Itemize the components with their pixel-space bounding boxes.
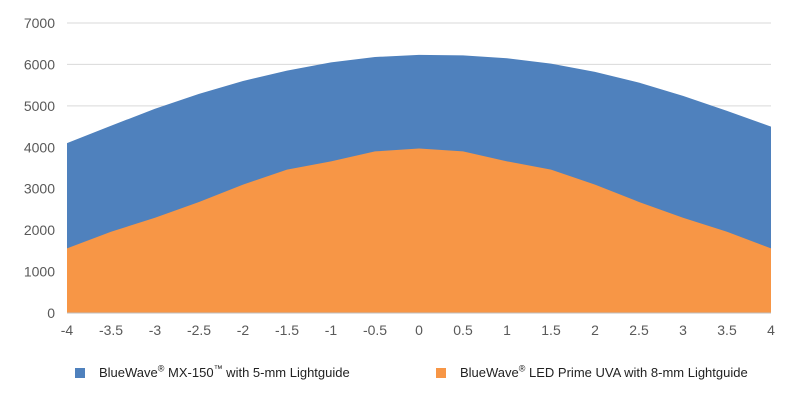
x-tick-label-6: -1 — [325, 322, 338, 338]
legend-swatch-series-2 — [436, 367, 446, 378]
x-tick-label-11: 1.5 — [541, 322, 561, 338]
x-tick-label-1: -3.5 — [99, 322, 123, 338]
x-tick-labels: -4 -3.5 -3 -2.5 -2 -1.5 -1 -0.5 0 0.5 1 1.5 2 2.5 3 3.5… — [61, 322, 775, 338]
x-tick-label-13: 2.5 — [629, 322, 649, 338]
y-tick-label-1: 1000 — [24, 264, 55, 280]
x-tick-label-15: 3.5 — [717, 322, 737, 338]
x-tick-label-4: -2 — [237, 322, 250, 338]
x-tick-label-12: 2 — [591, 322, 599, 338]
legend-swatch-series-1 — [75, 367, 85, 378]
x-tick-label-2: -3 — [149, 322, 162, 338]
x-tick-label-5: -1.5 — [275, 322, 299, 338]
x-tick-label-0: -4 — [61, 322, 74, 338]
legend-item-series-1: BlueWave® MX-150™ with 5-mm Lightguide — [75, 363, 350, 380]
x-tick-label-8: 0 — [415, 322, 423, 338]
y-tick-label-3: 3000 — [24, 181, 55, 197]
legend-label-series-1: BlueWave® MX-150™ with 5-mm Lightguide — [99, 363, 350, 380]
x-tick-label-3: -2.5 — [187, 322, 211, 338]
x-tick-label-16: 4 — [767, 322, 775, 338]
y-tick-label-0: 0 — [47, 305, 55, 321]
legend-label-series-2: BlueWave® LED Prime UVA with 8-mm Lightg… — [460, 363, 748, 380]
y-tick-label-6: 6000 — [24, 56, 55, 72]
y-tick-label-2: 2000 — [24, 222, 55, 238]
x-tick-label-7: -0.5 — [363, 322, 387, 338]
x-tick-label-14: 3 — [679, 322, 687, 338]
y-tick-label-5: 5000 — [24, 98, 55, 114]
y-tick-label-4: 4000 — [24, 139, 55, 155]
legend-item-series-2: BlueWave® LED Prime UVA with 8-mm Lightg… — [436, 363, 748, 380]
y-tick-labels: 0 1000 2000 3000 4000 5000 6000 7000 — [24, 15, 55, 321]
legend: BlueWave® MX-150™ with 5-mm Lightguide B… — [0, 363, 800, 395]
x-tick-label-10: 1 — [503, 322, 511, 338]
y-tick-label-7: 7000 — [24, 15, 55, 31]
x-tick-label-9: 0.5 — [453, 322, 473, 338]
area-series-2 — [67, 148, 771, 313]
series-areas — [67, 54, 771, 314]
